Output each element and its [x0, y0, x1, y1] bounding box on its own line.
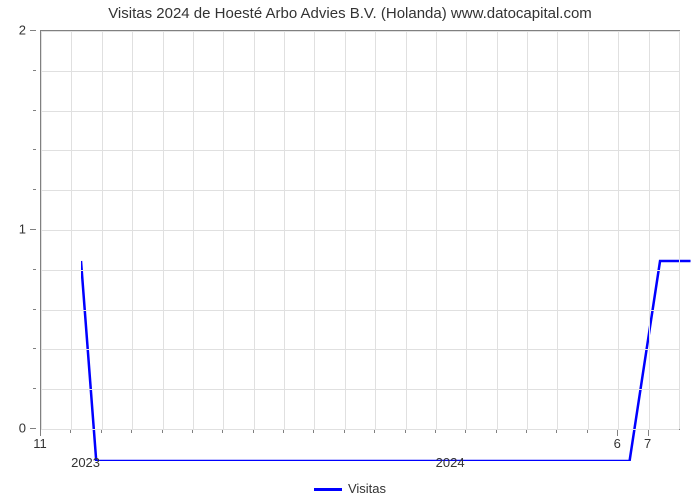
x-axis-year-label: 2024 [436, 455, 465, 470]
y-axis-label: 2 [0, 23, 26, 38]
grid-line-horizontal-minor [41, 190, 679, 191]
x-axis-month-label: 11 [33, 436, 47, 451]
y-tick [30, 229, 36, 230]
y-axis-label: 1 [0, 222, 26, 237]
grid-line-vertical [679, 31, 680, 429]
y-tick-minor [33, 309, 36, 310]
x-tick-minor [70, 430, 71, 433]
y-tick-minor [33, 348, 36, 349]
y-tick-minor [33, 269, 36, 270]
x-tick-minor [192, 430, 193, 433]
grid-line-horizontal-minor [41, 270, 679, 271]
x-axis-month-label: 6 [614, 436, 621, 451]
x-tick-minor [526, 430, 527, 433]
x-axis-year-label: 2023 [71, 455, 100, 470]
x-tick-minor [313, 430, 314, 433]
grid-line-horizontal-minor [41, 111, 679, 112]
x-tick-minor [253, 430, 254, 433]
x-tick-minor [162, 430, 163, 433]
grid-line-horizontal-minor [41, 389, 679, 390]
grid-line-horizontal-minor [41, 310, 679, 311]
y-tick [30, 30, 36, 31]
chart-title: Visitas 2024 de Hoesté Arbo Advies B.V. … [0, 5, 700, 22]
legend-swatch [314, 488, 342, 491]
x-tick-minor [131, 430, 132, 433]
grid-line-horizontal-minor [41, 71, 679, 72]
x-tick-minor [344, 430, 345, 433]
y-tick-minor [33, 70, 36, 71]
y-tick-minor [33, 110, 36, 111]
grid-line-horizontal-minor [41, 150, 679, 151]
grid-line-horizontal [41, 31, 679, 32]
y-tick-minor [33, 189, 36, 190]
x-tick-minor [283, 430, 284, 433]
plot-area [40, 30, 680, 430]
y-tick-minor [33, 149, 36, 150]
x-tick-minor [587, 430, 588, 433]
data-line-svg [81, 61, 700, 461]
x-tick-minor [101, 430, 102, 433]
grid-line-horizontal [41, 230, 679, 231]
y-tick-minor [33, 388, 36, 389]
grid-line-horizontal [41, 429, 679, 430]
x-axis-month-label: 7 [644, 436, 651, 451]
x-tick-minor [556, 430, 557, 433]
grid-line-horizontal-minor [41, 349, 679, 350]
x-tick-minor [222, 430, 223, 433]
legend-label: Visitas [348, 481, 386, 496]
x-tick-minor [496, 430, 497, 433]
y-tick [30, 428, 36, 429]
y-axis-label: 0 [0, 421, 26, 436]
legend: Visitas [0, 481, 700, 496]
x-tick-minor [374, 430, 375, 433]
x-tick-minor [405, 430, 406, 433]
chart-container: Visitas 2024 de Hoesté Arbo Advies B.V. … [0, 0, 700, 500]
x-tick-minor [465, 430, 466, 433]
x-tick-minor [435, 430, 436, 433]
